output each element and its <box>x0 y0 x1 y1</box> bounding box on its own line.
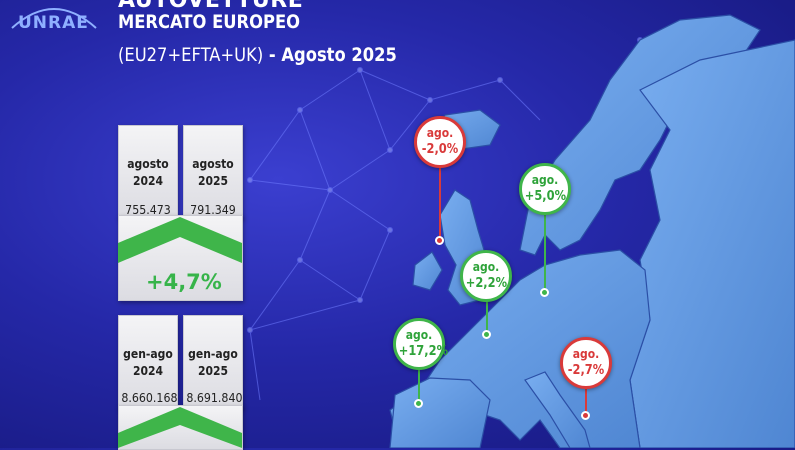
callout-value: +17,2% <box>398 344 449 359</box>
map-italy <box>524 371 591 448</box>
card-label-line2: 2025 <box>197 364 229 378</box>
callout-uk: ago. -2,0% <box>414 116 466 168</box>
callout-label: ago. <box>472 260 500 274</box>
period-suffix: - Agosto 2025 <box>263 44 397 66</box>
card-ytd-2025: gen-ago 2025 8.691.840 <box>183 315 243 409</box>
callout-stem <box>418 368 420 402</box>
callout-stem <box>544 212 546 292</box>
callout-label: ago. <box>531 173 559 187</box>
card-label-line2: 2024 <box>132 174 164 188</box>
card-label-line2: 2024 <box>132 364 164 378</box>
callout-label: ago. <box>572 347 600 361</box>
callout-label: ago. <box>426 126 454 140</box>
card-label-line1: agosto <box>127 157 169 171</box>
callout-spain: ago. +17,2% <box>393 318 449 370</box>
logo-text: UNRAE <box>18 13 89 33</box>
card-value: 8.691.840 <box>186 391 243 405</box>
card-august-2025: agosto 2025 791.349 <box>183 125 243 219</box>
callout-germany: ago. +5,0% <box>519 163 571 215</box>
callout-dot <box>414 399 423 408</box>
unrae-logo-icon <box>11 8 97 29</box>
callout-stem <box>439 165 441 240</box>
period-line: (EU27+EFTA+UK) - Agosto 2025 <box>118 44 397 66</box>
callout-value: -2,7% <box>567 363 605 378</box>
map-east <box>629 39 795 448</box>
card-label-line1: gen-ago <box>188 347 238 361</box>
callout-france: ago. +2,2% <box>460 250 512 302</box>
monthly-growth: +4,7% <box>146 270 222 294</box>
subtitle: MERCATO EUROPEO <box>118 11 301 33</box>
card-label-line2: 2025 <box>197 174 229 188</box>
period-prefix: (EU27+EFTA+UK) <box>118 44 264 66</box>
callout-label: ago. <box>405 328 433 342</box>
callout-stem <box>486 300 488 332</box>
map-ireland <box>412 251 443 291</box>
card-value: 755.473 <box>125 203 171 217</box>
card-label-line1: agosto <box>192 157 234 171</box>
callout-value: +5,0% <box>524 189 567 204</box>
callout-italy: ago. -2,7% <box>560 337 612 389</box>
headline: AUTOVETTURE <box>118 0 304 13</box>
callout-value: -2,0% <box>421 142 459 157</box>
callout-dot <box>435 236 444 245</box>
card-ytd-2024: gen-ago 2024 8.660.168 <box>118 315 178 409</box>
callout-stem <box>585 386 587 414</box>
callout-dot <box>581 411 590 420</box>
map-iberia <box>389 377 491 448</box>
callout-dot <box>482 330 491 339</box>
up-chevron-icon <box>118 407 242 448</box>
card-label-line1: gen-ago <box>123 347 173 361</box>
card-august-2024: agosto 2024 755.473 <box>118 125 178 219</box>
card-value: 791.349 <box>190 203 236 217</box>
up-chevron-icon <box>118 217 242 263</box>
card-value: 8.660.168 <box>121 391 178 405</box>
callout-value: +2,2% <box>465 276 508 291</box>
callout-dot <box>540 288 549 297</box>
